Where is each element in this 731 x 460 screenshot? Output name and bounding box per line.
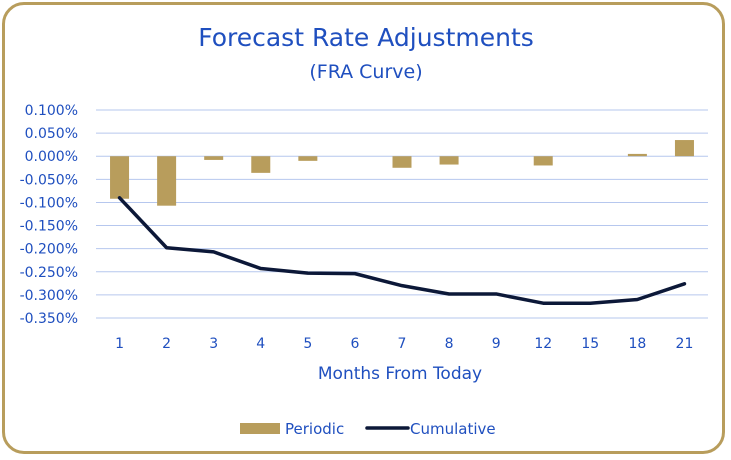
y-tick-label: -0.250% xyxy=(20,265,78,281)
x-tick-label: 12 xyxy=(534,336,552,352)
periodic-bar xyxy=(251,156,271,173)
x-tick-label: 6 xyxy=(350,336,359,352)
cumulative-line xyxy=(117,196,687,305)
x-tick-label: 9 xyxy=(492,336,501,352)
x-axis-label: Months From Today xyxy=(318,364,482,384)
chart-frame xyxy=(2,2,725,454)
x-tick-label: 21 xyxy=(676,336,694,352)
periodic-bar xyxy=(392,156,412,168)
x-tick-label: 5 xyxy=(303,336,312,352)
chart-subtitle: (FRA Curve) xyxy=(309,61,422,83)
periodic-bar xyxy=(157,156,177,206)
x-tick-label: 3 xyxy=(209,336,218,352)
legend-swatch-periodic xyxy=(240,423,280,434)
periodic-bar xyxy=(204,156,224,160)
y-tick-label: -0.150% xyxy=(20,219,78,235)
chart-title: Forecast Rate Adjustments xyxy=(198,23,534,52)
periodic-bar xyxy=(627,153,647,157)
x-tick-label: 18 xyxy=(628,336,646,352)
x-tick-label: 4 xyxy=(256,336,265,352)
y-axis-ticks: 0.100% 0.050% 0.000% -0.050% -0.100% -0.150% -… xyxy=(20,103,78,327)
x-tick-label: 15 xyxy=(581,336,599,352)
y-tick-label: 0.000% xyxy=(25,149,78,165)
legend-label-cumulative: Cumulative xyxy=(410,420,496,438)
y-tick-label: 0.100% xyxy=(25,103,78,119)
periodic-bar xyxy=(110,156,130,199)
legend: Periodic Cumulative xyxy=(240,420,496,438)
y-tick-label: -0.200% xyxy=(20,242,78,258)
y-tick-label: -0.100% xyxy=(20,195,78,211)
periodic-bar xyxy=(298,156,318,161)
x-tick-label: 1 xyxy=(115,336,124,352)
periodic-bar xyxy=(674,140,694,157)
y-tick-label: -0.300% xyxy=(20,288,78,304)
x-axis-ticks: 1 2 3 4 5 6 7 8 9 12 15 18 21 xyxy=(115,336,693,352)
legend-label-periodic: Periodic xyxy=(285,420,344,438)
grid-layer xyxy=(96,109,708,319)
x-tick-label: 2 xyxy=(162,336,171,352)
y-tick-label: -0.350% xyxy=(20,311,78,327)
y-tick-label: -0.050% xyxy=(20,172,78,188)
periodic-bar xyxy=(533,156,553,166)
cumulative-line-layer xyxy=(117,196,687,305)
x-tick-label: 8 xyxy=(445,336,454,352)
x-tick-label: 7 xyxy=(398,336,407,352)
periodic-bars xyxy=(110,140,694,206)
y-tick-label: 0.050% xyxy=(25,126,78,142)
periodic-bar xyxy=(439,156,459,165)
